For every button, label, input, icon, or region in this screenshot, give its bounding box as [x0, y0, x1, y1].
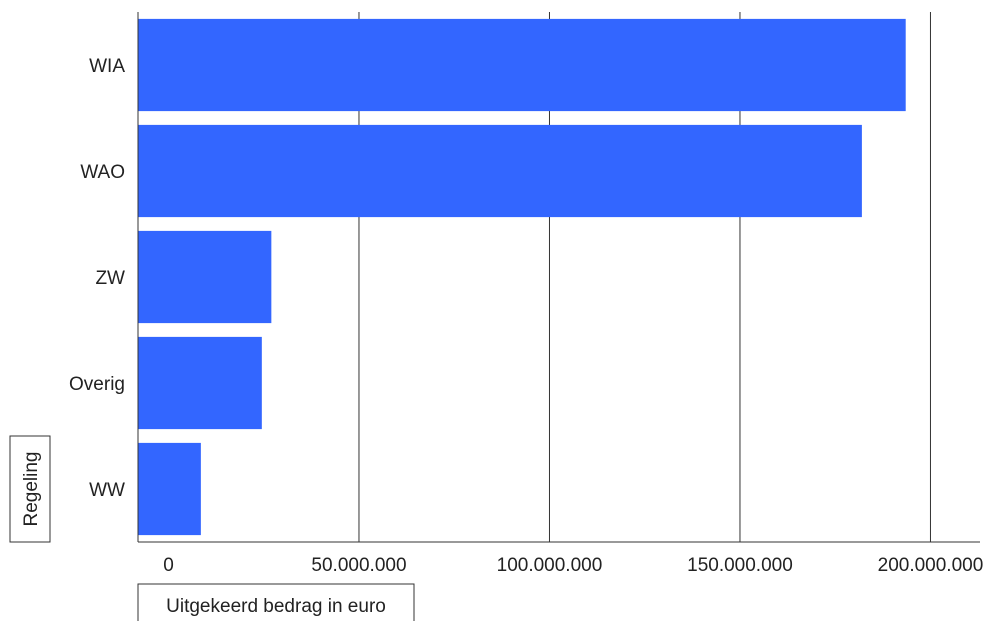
- category-label-wao: WAO: [80, 162, 125, 183]
- x-axis-title-box: Uitgekeerd bedrag in euro: [137, 583, 415, 621]
- x-tick-label-4: 200.000.000: [878, 555, 984, 576]
- category-label-overig: Overig: [69, 374, 125, 395]
- y-axis-title-box: Regeling: [9, 435, 51, 543]
- x-tick-label-0: 0: [163, 555, 174, 576]
- x-tick-label-3: 150.000.000: [687, 555, 793, 576]
- bar-zw: [138, 230, 272, 324]
- bar-wia: [138, 18, 906, 112]
- bars: [138, 18, 906, 536]
- x-tick-label-2: 100.000.000: [497, 555, 603, 576]
- category-label-wia: WIA: [89, 56, 125, 77]
- x-axis-title: Uitgekeerd bedrag in euro: [166, 596, 386, 617]
- y-axis-category-labels: WIA WAO ZW Overig WW: [69, 56, 125, 501]
- x-axis-ticks: 0 50.000.000 100.000.000 150.000.000 200.000…: [163, 555, 983, 576]
- x-tick-label-1: 50.000.000: [311, 555, 406, 576]
- y-axis-title: Regeling: [21, 452, 42, 527]
- category-label-zw: ZW: [95, 268, 125, 289]
- bar-ww: [138, 442, 201, 536]
- category-label-ww: WW: [89, 480, 125, 501]
- bar-overig: [138, 336, 262, 430]
- bar-wao: [138, 124, 862, 218]
- axes: [137, 12, 980, 543]
